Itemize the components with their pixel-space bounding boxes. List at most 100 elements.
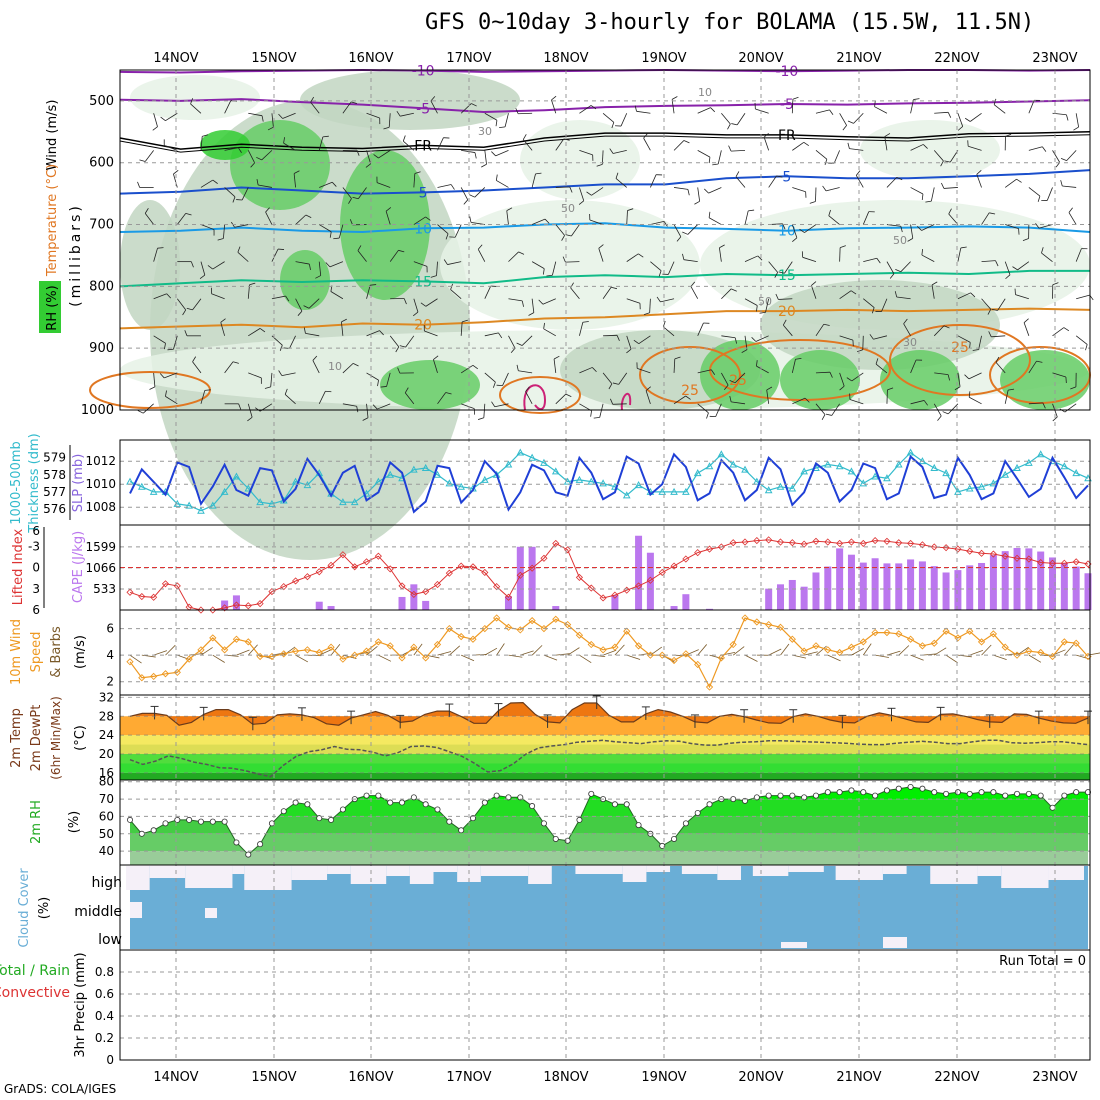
- rh-point: [363, 792, 370, 799]
- wind-barb: [766, 389, 770, 404]
- wind-barb-flag: [916, 226, 922, 231]
- wind-barb-flag: [412, 311, 419, 317]
- lifted-point: [410, 590, 418, 598]
- temperature-contour-label: -5: [416, 101, 430, 117]
- wind-speed-point: [800, 647, 808, 655]
- wind-barb: [744, 298, 758, 306]
- lifted-point: [954, 545, 962, 553]
- wind-barb-flag: [322, 135, 329, 138]
- slp-tick-label: 1008: [85, 500, 116, 514]
- wind-barb-flag: [1042, 146, 1047, 152]
- wind-barb: [828, 215, 840, 225]
- wind-barb: [755, 108, 769, 114]
- lifted-point: [883, 537, 891, 545]
- panel-frame-upper: [119, 69, 1091, 411]
- wind-barb: [697, 107, 711, 114]
- lifted-point: [646, 576, 654, 584]
- wind-barb: [281, 372, 296, 376]
- axis-label-wind-units: (m/s): [73, 635, 88, 669]
- wind-barb-flag: [895, 269, 902, 273]
- wind-barb: [295, 298, 303, 312]
- lifted-point: [575, 573, 583, 581]
- wind-barb: [543, 328, 556, 337]
- wind-barb-flag: [1052, 416, 1058, 422]
- wind-barb-flag: [610, 398, 614, 405]
- wind-speed-point: [540, 624, 548, 633]
- wind-barb: [308, 298, 320, 309]
- wind-barb: [618, 372, 628, 385]
- wind-barb: [430, 100, 438, 114]
- wind-barb-flag: [847, 142, 850, 149]
- wind-barb: [825, 187, 840, 192]
- run-total-label: Run Total = 0: [999, 954, 1086, 969]
- wind-barb-flag: [964, 374, 970, 380]
- precip-tick-label: 0.2: [95, 1031, 114, 1045]
- lifted-line: [129, 539, 1089, 611]
- wind-barb: [981, 260, 996, 263]
- wind-barb-flag: [842, 125, 847, 131]
- wind-barb-flag: [795, 358, 802, 360]
- wind-barb-flag: [379, 330, 384, 336]
- lifted-point: [457, 562, 465, 570]
- wind-barb: [744, 335, 748, 350]
- thickness-point: [433, 470, 442, 478]
- wind-barb-flag: [991, 308, 998, 311]
- wind-barb-flag: [397, 367, 401, 374]
- lifted-point: [741, 538, 749, 546]
- wind-barb: [849, 399, 864, 405]
- cape-bar: [1037, 551, 1045, 610]
- wind-speed-point: [209, 634, 217, 642]
- wind-barb-flag: [782, 319, 787, 326]
- wind-barb-flag: [372, 404, 378, 410]
- cape-bar: [895, 563, 903, 610]
- wind-barb-flag: [778, 271, 785, 274]
- thickness-point: [871, 472, 879, 480]
- wind-barb: [531, 173, 536, 188]
- wind-barb-flag: [396, 110, 401, 117]
- wind-barb: [910, 359, 917, 374]
- wind-barb: [555, 393, 567, 405]
- wind-barb-flag: [249, 282, 256, 286]
- wind-barb: [551, 99, 557, 114]
- rh-point: [233, 839, 240, 846]
- wind-barb-flag: [811, 281, 817, 286]
- wind-barb: [968, 372, 982, 380]
- cloud-clear-high: [126, 866, 150, 890]
- wind-barb: [981, 212, 990, 225]
- cape-tick-label: 1066: [85, 561, 116, 575]
- wind-barb: [934, 111, 949, 114]
- wind-barb: [802, 256, 817, 263]
- axis-label-thickness-a: 1000-500mb: [9, 441, 24, 525]
- wind-barb-flag: [987, 309, 992, 315]
- axis-label-temp-units: (°C): [73, 725, 88, 751]
- wind-barb-flag: [190, 261, 194, 268]
- wind-barb: [153, 113, 158, 127]
- wind-barb: [687, 224, 698, 235]
- wind-barb: [153, 293, 167, 300]
- cloud-clear-high: [528, 866, 552, 884]
- cloud-clear-high: [681, 866, 718, 874]
- wind-barb: [518, 370, 533, 374]
- wind-speed-point: [138, 674, 146, 682]
- date-label-top: 19NOV: [641, 51, 686, 66]
- wind-barb-flag: [869, 334, 874, 340]
- wind-barb: [613, 149, 627, 154]
- wind-barb: [200, 179, 214, 188]
- rh-point: [186, 816, 193, 823]
- wind-barb: [190, 103, 202, 114]
- wind-barb: [388, 113, 391, 128]
- wind-barb-flag: [940, 160, 944, 167]
- rh-contour-label: 30: [903, 336, 917, 349]
- wind-barb: [1076, 294, 1090, 300]
- wind-barb-flag: [775, 293, 779, 300]
- wind-barb: [744, 255, 758, 263]
- wind-barb: [697, 403, 709, 414]
- lifted-point: [433, 580, 442, 589]
- wind-barb: [875, 363, 888, 374]
- hot-contour: [499, 376, 581, 414]
- thickness-point: [244, 484, 253, 492]
- wind-barb-flag: [616, 335, 620, 342]
- thickness-point: [658, 487, 667, 495]
- wind-barb-flag: [729, 395, 732, 402]
- wind-barb-flag: [469, 216, 472, 223]
